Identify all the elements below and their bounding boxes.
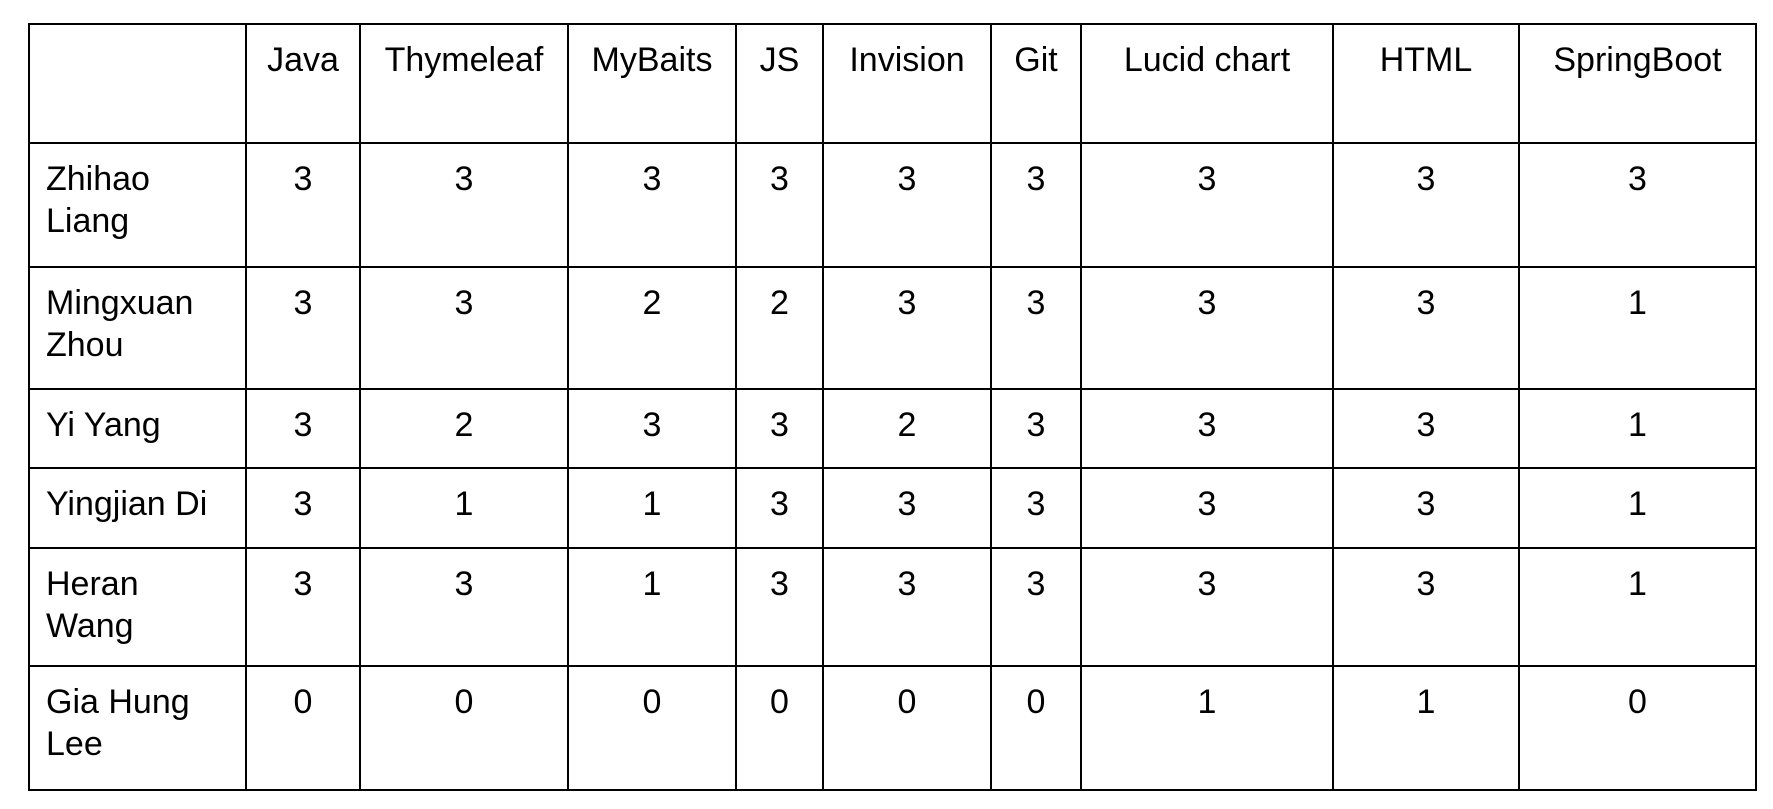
table-cell: 1 [567, 547, 737, 667]
table-cell: 3 [567, 388, 737, 469]
table-cell: 3 [990, 467, 1082, 549]
column-header-thymeleaf: Thymeleaf [359, 23, 569, 144]
table-cell: 3 [1080, 142, 1334, 268]
column-header-mybaits: MyBaits [567, 23, 737, 144]
column-header-html: HTML [1332, 23, 1520, 144]
column-header-invision: Invision [822, 23, 992, 144]
table-cell: 1 [1518, 388, 1757, 469]
table-cell: 0 [990, 665, 1082, 791]
corner-cell [28, 23, 247, 144]
table-cell: 3 [359, 142, 569, 268]
table-cell: 3 [822, 467, 992, 549]
table-cell: 1 [1518, 266, 1757, 390]
table-cell: 3 [822, 266, 992, 390]
column-header-js: JS [735, 23, 824, 144]
table-cell: 3 [567, 142, 737, 268]
table-cell: 3 [1518, 142, 1757, 268]
table-cell: 3 [1332, 266, 1520, 390]
table-row: Mingxuan Zhou 3 3 2 2 3 3 3 3 1 [28, 266, 1757, 390]
table-cell: 3 [245, 547, 361, 667]
column-header-git: Git [990, 23, 1082, 144]
table-row: Zhihao Liang 3 3 3 3 3 3 3 3 3 [28, 142, 1757, 268]
row-name: Heran Wang [28, 547, 247, 667]
table-cell: 3 [1080, 266, 1334, 390]
table-cell: 3 [245, 266, 361, 390]
table-cell: 3 [1332, 547, 1520, 667]
table-cell: 1 [1518, 467, 1757, 549]
table-cell: 3 [735, 142, 824, 268]
table-cell: 3 [822, 547, 992, 667]
table-cell: 3 [735, 467, 824, 549]
table-cell: 3 [1332, 467, 1520, 549]
table-cell: 0 [822, 665, 992, 791]
table-cell: 2 [359, 388, 569, 469]
column-header-springboot: SpringBoot [1518, 23, 1757, 144]
table-cell: 3 [245, 142, 361, 268]
table-cell: 1 [1332, 665, 1520, 791]
table-row: Gia Hung Lee 0 0 0 0 0 0 1 1 0 [28, 665, 1757, 791]
table-cell: 2 [567, 266, 737, 390]
table-cell: 3 [990, 266, 1082, 390]
skills-table: Java Thymeleaf MyBaits JS Invision Git L… [28, 23, 1757, 791]
table-row: Yi Yang 3 2 3 3 2 3 3 3 1 [28, 388, 1757, 469]
column-header-lucid-chart: Lucid chart [1080, 23, 1334, 144]
header-row: Java Thymeleaf MyBaits JS Invision Git L… [28, 23, 1757, 144]
table-cell: 2 [822, 388, 992, 469]
table-cell: 3 [822, 142, 992, 268]
table-cell: 3 [990, 142, 1082, 268]
table-cell: 3 [1332, 142, 1520, 268]
table-cell: 3 [359, 266, 569, 390]
table-cell: 1 [359, 467, 569, 549]
table-cell: 0 [245, 665, 361, 791]
table-cell: 3 [359, 547, 569, 667]
table-cell: 3 [1080, 547, 1334, 667]
row-name: Yi Yang [28, 388, 247, 469]
table-cell: 3 [1332, 388, 1520, 469]
table-cell: 3 [735, 547, 824, 667]
table-cell: 3 [990, 547, 1082, 667]
table-cell: 3 [990, 388, 1082, 469]
table-cell: 1 [1080, 665, 1334, 791]
table-cell: 0 [735, 665, 824, 791]
table-cell: 1 [567, 467, 737, 549]
row-name: Yingjian Di [28, 467, 247, 549]
row-name: Gia Hung Lee [28, 665, 247, 791]
table-cell: 2 [735, 266, 824, 390]
column-header-java: Java [245, 23, 361, 144]
table-cell: 0 [1518, 665, 1757, 791]
table-cell: 3 [245, 388, 361, 469]
table-cell: 0 [567, 665, 737, 791]
table-row: Heran Wang 3 3 1 3 3 3 3 3 1 [28, 547, 1757, 667]
table-cell: 3 [1080, 467, 1334, 549]
table-cell: 3 [1080, 388, 1334, 469]
table-cell: 3 [735, 388, 824, 469]
row-name: Zhihao Liang [28, 142, 247, 268]
table-cell: 3 [245, 467, 361, 549]
table-cell: 1 [1518, 547, 1757, 667]
row-name: Mingxuan Zhou [28, 266, 247, 390]
table-row: Yingjian Di 3 1 1 3 3 3 3 3 1 [28, 467, 1757, 549]
table-cell: 0 [359, 665, 569, 791]
